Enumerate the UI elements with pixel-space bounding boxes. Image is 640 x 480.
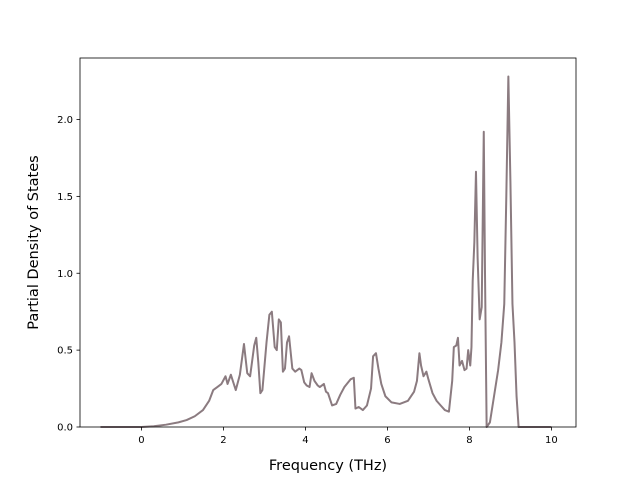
x-tick-label: 4 xyxy=(302,435,308,446)
y-tick-label: 2.0 xyxy=(57,115,73,126)
y-tick-label: 1.0 xyxy=(57,269,73,280)
y-tick-label: 0.5 xyxy=(57,346,73,357)
y-axis: 0.0 0.5 1.0 1.5 2.0 xyxy=(57,115,80,434)
x-axis-title: Frequency (THz) xyxy=(269,458,387,474)
x-axis: 0 2 4 6 8 10 xyxy=(138,427,558,446)
series-layer xyxy=(100,75,552,428)
plot-frame xyxy=(79,57,577,428)
x-tick-label: 0 xyxy=(138,435,144,446)
x-tick-label: 8 xyxy=(466,435,472,446)
y-tick-label: 0.0 xyxy=(57,423,73,434)
series-line-1 xyxy=(100,75,552,428)
x-tick-label: 6 xyxy=(384,435,390,446)
y-tick-label: 1.5 xyxy=(57,192,73,203)
plot-area xyxy=(80,58,576,427)
x-tick-label: 2 xyxy=(220,435,226,446)
y-axis-title: Partial Density of States xyxy=(26,155,42,329)
x-tick-label: 10 xyxy=(545,435,558,446)
